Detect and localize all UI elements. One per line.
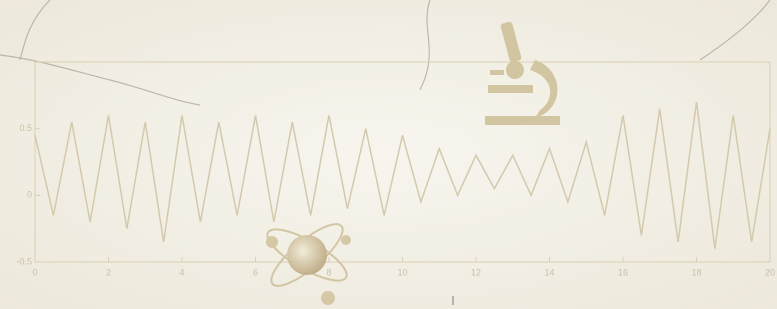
y-tick-label: 0 [27,190,32,200]
x-tick-label: 18 [691,267,701,277]
x-tick-label: 14 [544,267,554,277]
x-tick-label: 10 [397,267,407,277]
chart: -0.500.502468101214161820 [0,0,777,309]
x-tick-label: 16 [618,267,628,277]
x-tick-label: 0 [32,267,37,277]
y-tick-label: 0.5 [19,123,32,133]
page: -0.500.502468101214161820 (() => { const… [0,0,777,309]
x-tick-label: 2 [106,267,111,277]
x-tick-label: 4 [179,267,184,277]
background [0,0,777,309]
x-tick-label: 8 [326,267,331,277]
x-tick-label: 20 [765,267,775,277]
y-tick-label: -0.5 [16,256,32,266]
x-tick-label: 12 [471,267,481,277]
x-tick-label: 6 [253,267,258,277]
